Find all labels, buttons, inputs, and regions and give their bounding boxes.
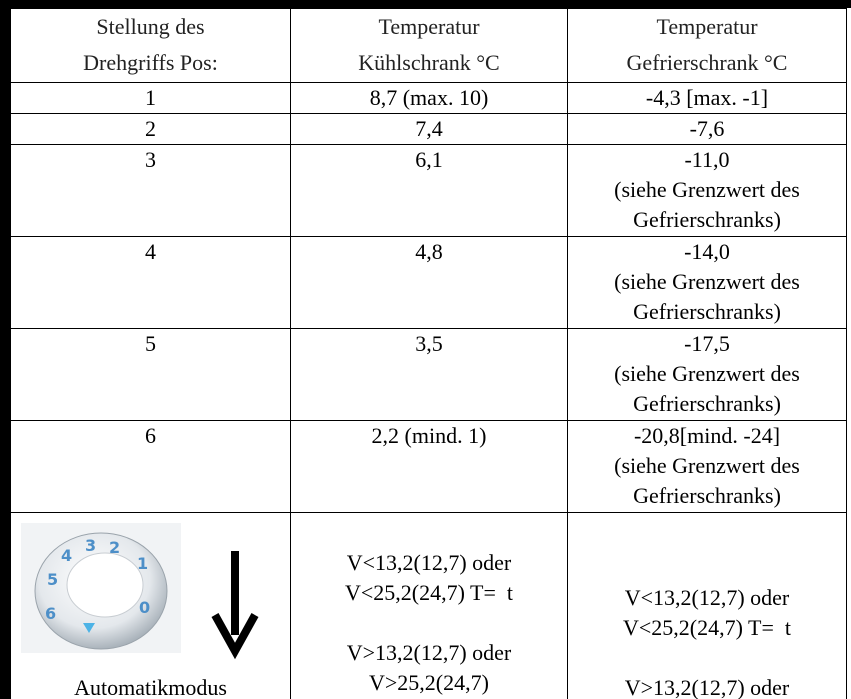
cell-line: -4,3 [max. -1] [568, 83, 846, 113]
table-cell: -4,3 [max. -1] [568, 83, 847, 114]
table-cell: 8,7 (max. 10) [291, 83, 568, 114]
cell-line: V<25,2(24,7) T= t [291, 578, 567, 608]
cell-line: 6 [11, 421, 290, 451]
cell-line: 7,4 [291, 114, 567, 144]
svg-text:5: 5 [47, 570, 58, 589]
left-border [0, 0, 10, 699]
table-cell: -7,6 [568, 114, 847, 145]
cell-line: -11,0 [568, 145, 846, 175]
table-cell: 1 [11, 83, 291, 114]
cell-line: Gefrierschrank °C [568, 45, 846, 81]
cell-line: Temperatur [568, 9, 846, 45]
cell-line: Gefrierschranks) [568, 205, 846, 235]
cell-line: V>13,2(12,7) oder [568, 673, 846, 699]
cell-line: 2 [11, 114, 290, 144]
table-cell: 2 [11, 114, 291, 145]
page: Stellung desDrehgriffs Pos:TemperaturKüh… [0, 0, 851, 699]
table-cell: 2,2 (mind. 1) [291, 421, 568, 513]
cell-line: 6,1 [291, 145, 567, 175]
table-cell: 4,8 [291, 237, 568, 329]
cell-line: (siehe Grenzwert des [568, 175, 846, 205]
cell-line: V<13,2(12,7) oder [291, 548, 567, 578]
cell-line: 1 [11, 83, 290, 113]
svg-text:0: 0 [139, 598, 150, 617]
cell-line: Gefrierschranks) [568, 297, 846, 327]
cell-line: 8,7 (max. 10) [291, 83, 567, 113]
svg-text:4: 4 [61, 546, 72, 565]
svg-text:1: 1 [137, 554, 148, 573]
svg-text:6: 6 [45, 604, 56, 623]
table-cell: 3 [11, 145, 291, 237]
cell-line: -7,6 [568, 114, 846, 144]
table-cell: 4 [11, 237, 291, 329]
cell-line: Gefrierschranks) [568, 389, 846, 419]
cell-line: (siehe Grenzwert des [568, 267, 846, 297]
cell-line: 3,5 [291, 329, 567, 359]
cell-line: Drehgriffs Pos: [11, 45, 290, 81]
cell-line: (siehe Grenzwert des [568, 359, 846, 389]
cell-line: Stellung des [11, 9, 290, 45]
cell-line: Kühlschrank °C [291, 45, 567, 81]
cell-line: V>25,2(24,7) [291, 668, 567, 698]
cell-line: 3 [11, 145, 290, 175]
cell-line: 2,2 (mind. 1) [291, 421, 567, 451]
cell-line: 5 [11, 329, 290, 359]
cell-line: -20,8[mind. -24] [568, 421, 846, 451]
cell-line: -17,5 [568, 329, 846, 359]
cell-line: 4 [11, 237, 290, 267]
table-cell: 7,4 [291, 114, 568, 145]
cell-line: Gefrierschranks) [568, 481, 846, 511]
table-cell: 5 [11, 329, 291, 421]
table-cell: 3,5 [291, 329, 568, 421]
svg-text:3: 3 [85, 536, 96, 555]
svg-text:2: 2 [109, 538, 120, 557]
cell-line: V>13,2(12,7) oder [291, 638, 567, 668]
cell-line: 4,8 [291, 237, 567, 267]
cell-line: V<13,2(12,7) oder [568, 583, 846, 613]
table-cell: 6 [11, 421, 291, 513]
top-border [0, 0, 851, 8]
table-cell: 6,1 [291, 145, 568, 237]
cell-line: (siehe Grenzwert des [568, 451, 846, 481]
cell-line: -14,0 [568, 237, 846, 267]
cell-line: V<25,2(24,7) T= t [568, 613, 846, 643]
cell-line: Temperatur [291, 9, 567, 45]
auto-label: Automatikmodus [11, 673, 290, 699]
